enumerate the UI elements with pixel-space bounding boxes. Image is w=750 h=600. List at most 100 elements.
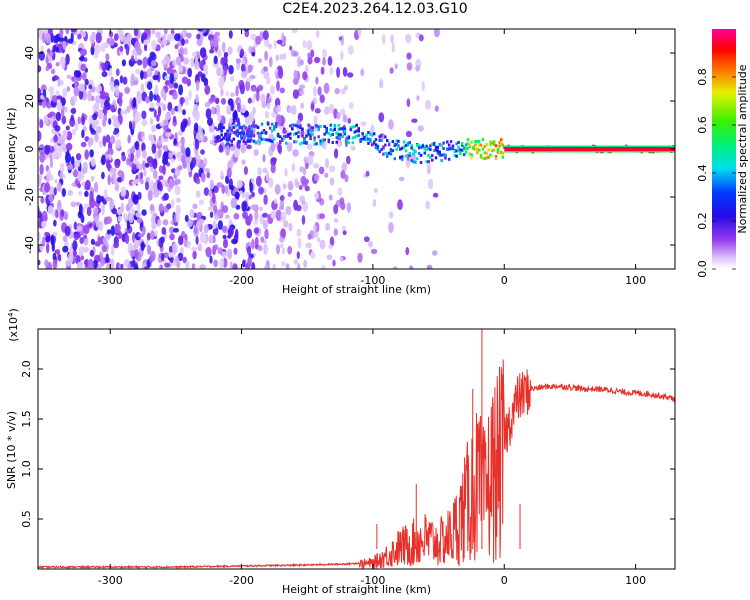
- noise-speck: [182, 57, 190, 65]
- x-tick-label: -200: [229, 574, 254, 587]
- ridge-point: [434, 145, 438, 149]
- ridge-point: [477, 140, 481, 144]
- ridge-point: [380, 139, 383, 143]
- noise-speck: [65, 53, 70, 65]
- noise-speck: [300, 102, 305, 110]
- x-axis-label: Height of straight line (km): [282, 583, 431, 596]
- noise-speck: [153, 169, 158, 180]
- noise-speck: [203, 224, 209, 234]
- noise-speck: [185, 96, 189, 106]
- noise-speck: [151, 124, 157, 133]
- noise-speck: [382, 33, 386, 45]
- colorbar-segment: [712, 249, 736, 252]
- noise-speck: [296, 228, 302, 237]
- colorbar-segment: [712, 69, 736, 72]
- ridge-point: [457, 145, 460, 149]
- noise-speck: [97, 263, 102, 269]
- ridge-point: [234, 130, 237, 134]
- ridge-point: [309, 134, 312, 138]
- noise-speck: [180, 136, 185, 145]
- noise-speck: [136, 217, 143, 224]
- noise-speck: [163, 252, 170, 259]
- ridge-point: [226, 134, 229, 138]
- noise-speck: [100, 43, 106, 53]
- noise-speck: [110, 104, 116, 113]
- noise-speck: [276, 244, 280, 255]
- noise-speck: [314, 56, 320, 64]
- ridge-point: [216, 139, 219, 143]
- ridge-point: [238, 131, 242, 135]
- noise-speck: [234, 228, 239, 239]
- noise-speck: [104, 102, 111, 111]
- colorbar-segment: [712, 225, 736, 228]
- ridge-point: [216, 136, 219, 140]
- ridge-point: [391, 140, 395, 143]
- noise-speck: [225, 144, 231, 156]
- y-axis-label: Frequency (Hz): [5, 108, 18, 191]
- noise-speck: [142, 160, 146, 171]
- colorbar-segment: [712, 157, 736, 160]
- noise-speck: [288, 222, 293, 232]
- ridge-point: [234, 124, 237, 128]
- ridge-point: [410, 159, 413, 163]
- ridge-point: [461, 142, 464, 145]
- noise-speck: [44, 231, 50, 237]
- ridge-point: [434, 156, 438, 160]
- ridge-point: [256, 125, 260, 129]
- ridge-point: [228, 126, 231, 130]
- noise-speck: [177, 252, 184, 262]
- noise-speck: [314, 108, 321, 114]
- noise-speck: [236, 179, 243, 189]
- noise-speck: [421, 80, 425, 92]
- noise-speck: [197, 243, 203, 252]
- noise-speck: [264, 228, 269, 240]
- ridge-point: [301, 127, 304, 131]
- ridge-point: [378, 138, 381, 142]
- noise-speck: [145, 96, 151, 104]
- colorbar-segment: [712, 139, 736, 142]
- noise-speck: [405, 130, 412, 138]
- noise-speck: [77, 33, 82, 40]
- noise-speck: [295, 204, 302, 212]
- noise-speck: [406, 52, 412, 60]
- noise-speck: [314, 192, 319, 200]
- ridge-point: [341, 135, 345, 139]
- ridge-point: [455, 142, 458, 146]
- ridge-point: [431, 158, 434, 162]
- colorbar-segment: [712, 79, 736, 82]
- noise-speck: [59, 162, 65, 173]
- noise-speck: [214, 36, 219, 48]
- noise-speck: [267, 43, 273, 50]
- colorbar-segment: [712, 267, 736, 270]
- ridge-point: [496, 148, 500, 152]
- noise-speck: [293, 51, 299, 57]
- noise-speck: [39, 119, 44, 129]
- ridge-point: [313, 138, 316, 142]
- colorbar-segment: [712, 111, 736, 114]
- ridge-point: [479, 155, 483, 159]
- noise-speck: [279, 87, 286, 94]
- ridge-point: [470, 140, 473, 144]
- noise-speck: [168, 90, 174, 96]
- ridge-point: [501, 155, 505, 159]
- ridge-point: [485, 156, 488, 160]
- noise-speck: [274, 184, 281, 195]
- noise-speck: [168, 252, 175, 259]
- colorbar-tick-label: 0.2: [696, 212, 709, 230]
- noise-speck: [181, 38, 185, 46]
- noise-speck: [243, 166, 248, 175]
- ridge-point: [343, 129, 347, 133]
- noise-speck: [75, 201, 81, 207]
- ridge-point: [222, 136, 225, 140]
- noise-speck: [192, 203, 198, 210]
- noise-speck: [264, 38, 270, 47]
- ridge-point: [406, 143, 410, 147]
- ridge-point: [244, 126, 248, 130]
- noise-speck: [61, 115, 67, 125]
- noise-speck: [310, 49, 315, 58]
- noise-speck: [228, 64, 234, 75]
- noise-speck: [131, 145, 136, 154]
- noise-speck: [152, 74, 159, 81]
- noise-speck: [340, 169, 346, 179]
- noise-speck: [363, 236, 370, 243]
